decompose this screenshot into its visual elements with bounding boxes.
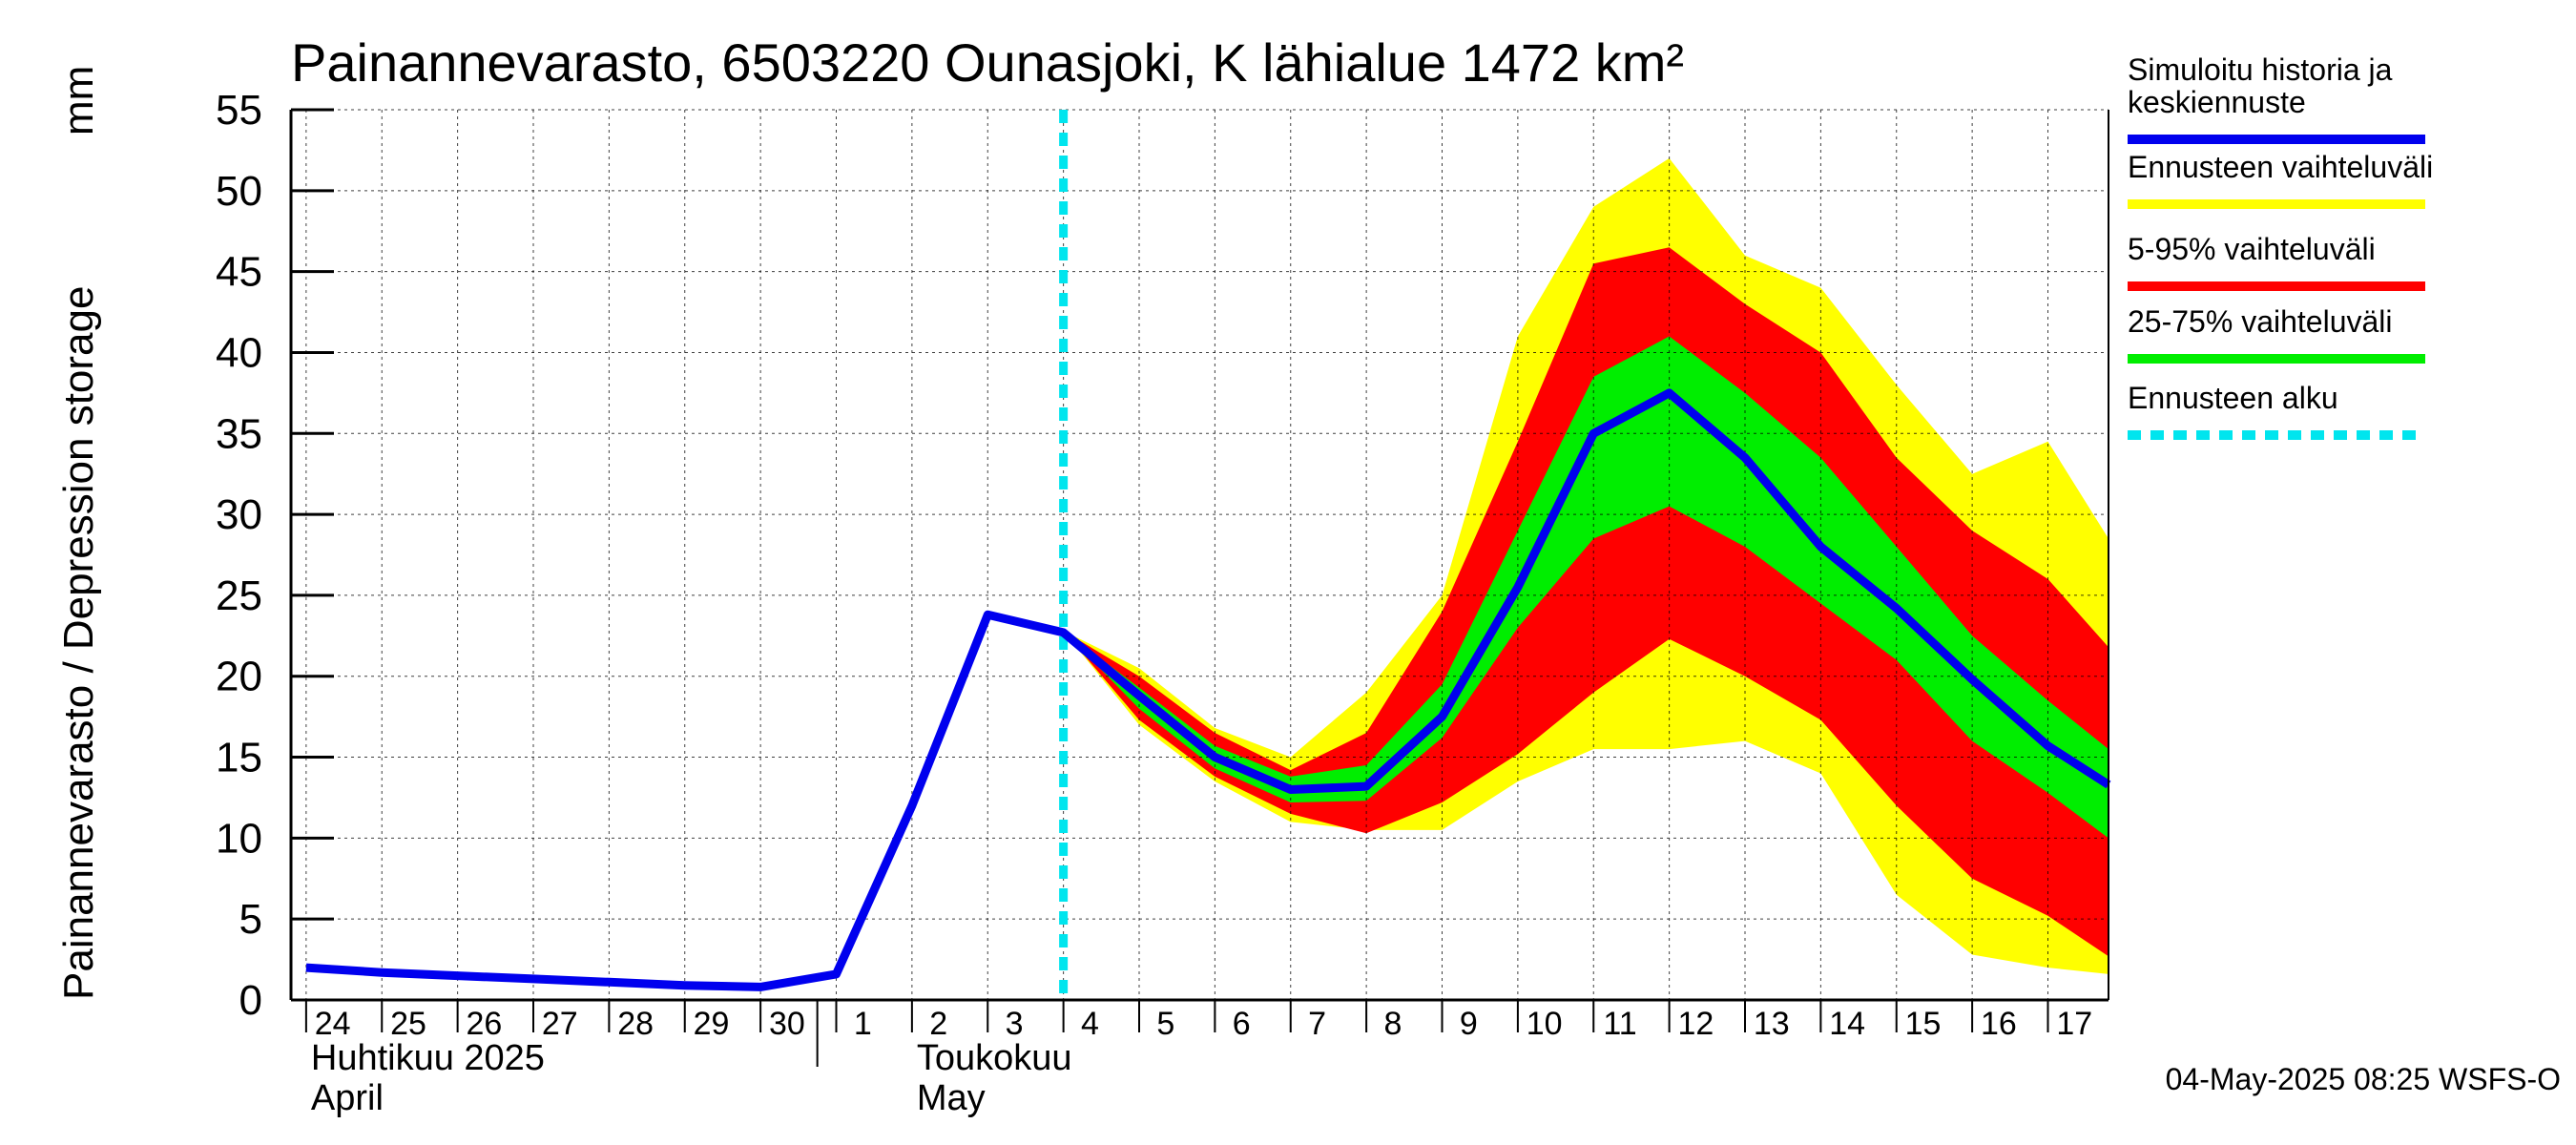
month-label-0-line2: April [311,1078,384,1118]
month-label-1-line1: Toukokuu [917,1038,1072,1078]
x-tick-label-23: 17 [2056,1006,2092,1042]
x-tick-label-18: 12 [1677,1006,1714,1042]
band-2 [1063,336,2109,839]
legend-label-2-0: 5-95% vaihteluväli [2128,232,2376,266]
y-tick-label-8: 40 [216,329,262,376]
x-tick-label-13: 7 [1308,1006,1326,1042]
x-tick-label-20: 14 [1829,1006,1865,1042]
y-tick-label-5: 25 [216,572,262,619]
x-tick-label-3: 27 [542,1006,578,1042]
y-tick-label-11: 55 [216,87,262,134]
y-tick-label-1: 5 [239,896,262,943]
y-tick-label-4: 20 [216,654,262,700]
x-tick-label-21: 15 [1905,1006,1942,1042]
y-tick-label-7: 35 [216,410,262,457]
legend-label-0-0: Simuloitu historia ja [2128,52,2393,87]
axes [289,108,2109,1067]
x-tick-labels: 24 25 26 27 28 29 30 1 2 3 4 5 6 7 8 9 10 11 12 13 14 15 16 17 [315,1006,2092,1042]
series-line-0 [305,388,2111,991]
series-lines [305,388,2111,991]
y-tick-label-6: 30 [216,491,262,538]
legend-label-3-0: 25-75% vaihteluväli [2128,304,2393,339]
x-tick-label-14: 8 [1383,1006,1402,1042]
x-tick-label-4: 28 [617,1006,654,1042]
x-tick-label-9: 3 [1006,1006,1024,1042]
x-tick-label-0: 24 [315,1006,351,1042]
y-tick-label-9: 45 [216,249,262,296]
y-axis-label: Painannevarasto / Depression storage [55,286,102,1000]
y-tick-label-3: 15 [216,735,262,781]
x-tick-label-17: 11 [1603,1006,1636,1042]
chart-title: Painannevarasto, 6503220 Ounasjoki, K lä… [291,32,1684,93]
legend-label-0-1: keskiennuste [2128,85,2306,119]
x-tick-label-8: 2 [929,1006,947,1042]
x-tick-label-7: 1 [854,1006,872,1042]
forecast-bands [1063,157,2109,974]
month-label-1-line2: May [917,1078,986,1118]
x-tick-label-10: 4 [1081,1006,1099,1042]
x-tick-label-1: 25 [390,1006,426,1042]
y-tick-label-2: 10 [216,815,262,862]
y-tick-label-10: 50 [216,168,262,215]
x-tick-label-5: 29 [694,1006,730,1042]
x-tick-label-12: 6 [1233,1006,1251,1042]
x-tick-label-19: 13 [1754,1006,1790,1042]
grid [291,109,2109,1000]
x-tick-label-2: 26 [466,1006,502,1042]
x-tick-label-16: 10 [1527,1006,1563,1042]
legend-label-1-0: Ennusteen vaihteluväli [2128,150,2433,184]
timestamp: 04-May-2025 08:25 WSFS-O [2166,1062,2561,1096]
x-tick-label-22: 16 [1981,1006,2017,1042]
x-tick-label-15: 9 [1460,1006,1478,1042]
y-tick-labels: 0 5 10 15 20 25 30 35 40 45 50 55 [216,87,262,1024]
legend-label-4-0: Ennusteen alku [2128,381,2338,415]
y-axis-unit: mm [55,66,102,135]
y-tick-label-0: 0 [239,977,262,1024]
month-label-0-line1: Huhtikuu 2025 [311,1038,545,1078]
x-tick-label-11: 5 [1156,1006,1174,1042]
x-tick-label-6: 30 [769,1006,805,1042]
